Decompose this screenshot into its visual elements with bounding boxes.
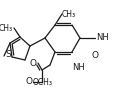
- Text: O: O: [25, 78, 32, 87]
- Text: OCH₃: OCH₃: [33, 78, 53, 87]
- Text: CH₃: CH₃: [62, 10, 76, 19]
- Text: O: O: [92, 51, 99, 59]
- Text: O: O: [30, 58, 37, 68]
- Text: CH₃: CH₃: [0, 24, 13, 33]
- Text: NH: NH: [72, 64, 85, 72]
- Text: S: S: [5, 50, 11, 59]
- Text: NH: NH: [96, 33, 109, 42]
